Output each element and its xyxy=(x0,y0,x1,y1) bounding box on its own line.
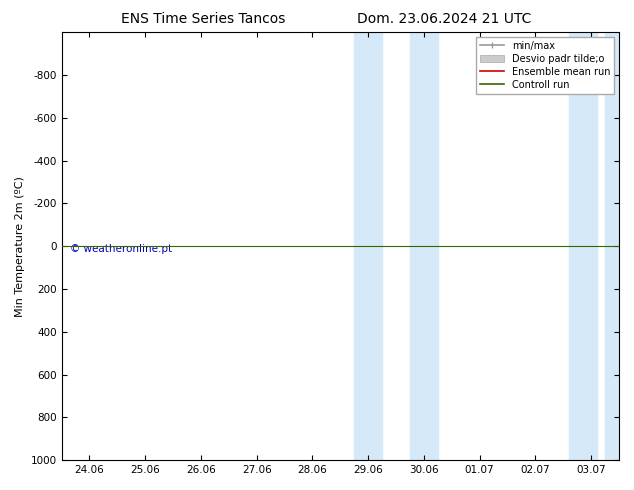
Bar xyxy=(569,32,597,460)
Text: Dom. 23.06.2024 21 UTC: Dom. 23.06.2024 21 UTC xyxy=(356,12,531,26)
Text: ENS Time Series Tancos: ENS Time Series Tancos xyxy=(120,12,285,26)
Bar xyxy=(354,32,382,460)
Bar xyxy=(605,32,619,460)
Bar xyxy=(410,32,438,460)
Y-axis label: Min Temperature 2m (ºC): Min Temperature 2m (ºC) xyxy=(15,176,25,317)
Text: © weatheronline.pt: © weatheronline.pt xyxy=(70,244,172,254)
Legend: min/max, Desvio padr tilde;o, Ensemble mean run, Controll run: min/max, Desvio padr tilde;o, Ensemble m… xyxy=(476,37,614,94)
